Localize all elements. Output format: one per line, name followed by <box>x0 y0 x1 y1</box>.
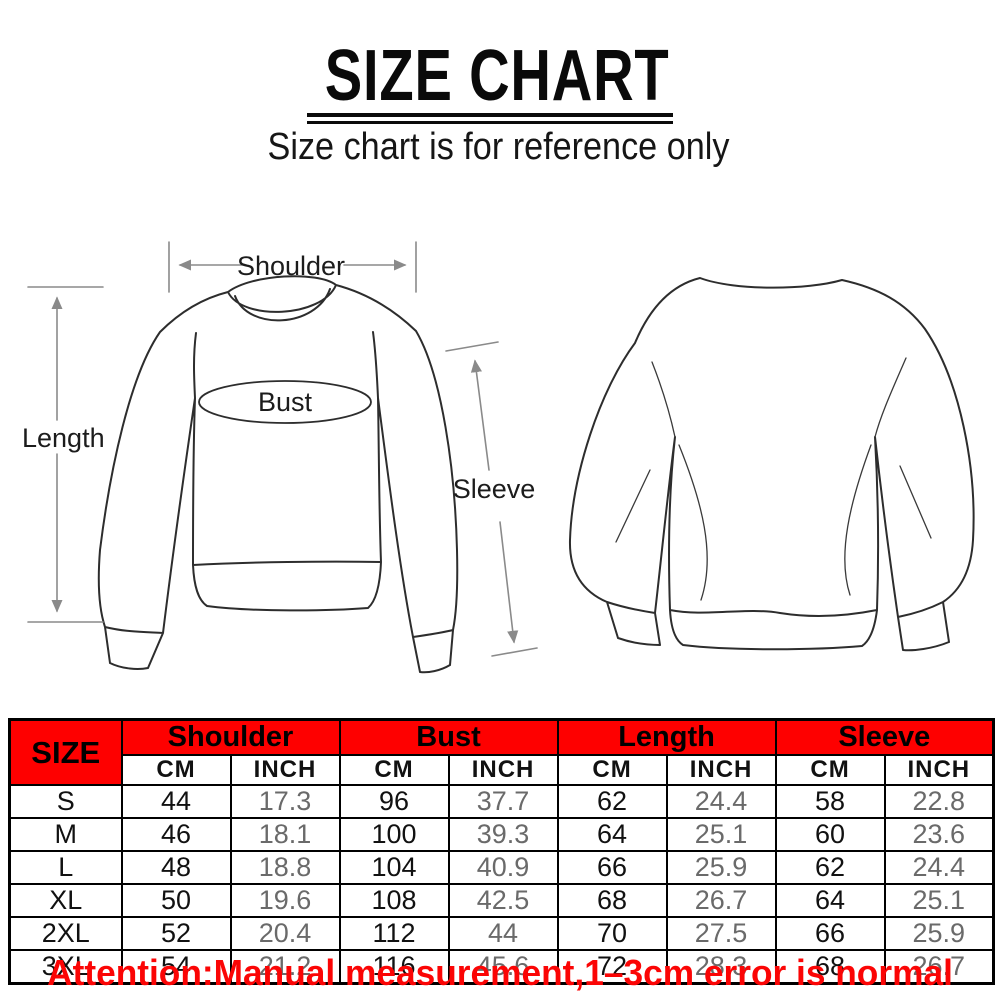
unit-header-inch: INCH <box>447 754 559 786</box>
back-sweater-drawing <box>568 277 975 652</box>
unit-header-cm: CM <box>338 754 450 786</box>
measurement-cell: 25.1 <box>665 817 777 852</box>
measurement-cell: 20.4 <box>229 916 341 951</box>
measurement-cell: 22.8 <box>883 784 995 819</box>
size-chart-table: SIZE Shoulder Bust Length Sleeve CM INCH… <box>8 718 996 985</box>
measurement-cell: 68 <box>556 883 668 918</box>
measurement-cell: 39.3 <box>447 817 559 852</box>
sleeve-measure-arrow <box>445 341 538 657</box>
unit-header-cm: CM <box>556 754 668 786</box>
garment-diagram: Shoulder Bust Length Sleeve <box>22 241 975 674</box>
col-group-shoulder: Shoulder <box>120 718 341 756</box>
page-title: SIZE CHART <box>324 36 670 116</box>
measurement-cell: 64 <box>556 817 668 852</box>
measurement-cell: 54 <box>120 949 232 985</box>
measurement-cell: 48 <box>120 850 232 885</box>
shoulder-measure-arrow <box>168 241 417 293</box>
measurement-cell: 44 <box>120 784 232 819</box>
measurement-cell: 28.3 <box>665 949 777 985</box>
measurement-cell: 62 <box>556 784 668 819</box>
col-group-sleeve: Sleeve <box>774 718 995 756</box>
size-column-header: SIZE <box>8 718 123 786</box>
unit-header-inch: INCH <box>665 754 777 786</box>
measurement-cell: 27.5 <box>665 916 777 951</box>
measurement-cell: 60 <box>774 817 886 852</box>
measurement-cell: 26.7 <box>665 883 777 918</box>
size-label: M <box>8 817 123 852</box>
table-row-3xl: 3XL 54 21.2 116 45.6 72 28.3 68 26.7 <box>8 949 995 985</box>
measurement-cell: 18.8 <box>229 850 341 885</box>
size-label: 3XL <box>8 949 123 985</box>
measurement-cell: 24.4 <box>883 850 995 885</box>
table-units-row: CM INCH CM INCH CM INCH CM INCH <box>10 754 995 786</box>
col-group-bust: Bust <box>338 718 559 756</box>
table-row-m: M 46 18.1 100 39.3 64 25.1 60 23.6 <box>8 817 995 852</box>
table-group-header-row: SIZE Shoulder Bust Length Sleeve <box>8 718 995 786</box>
sleeve-label: Sleeve <box>453 474 536 504</box>
measurement-cell: 116 <box>338 949 450 985</box>
unit-header-inch: INCH <box>229 754 341 786</box>
measurement-cell: 72 <box>556 949 668 985</box>
measurement-cell: 42.5 <box>447 883 559 918</box>
measurement-cell: 64 <box>774 883 886 918</box>
measurement-cell: 40.9 <box>447 850 559 885</box>
measurement-cell: 21.2 <box>229 949 341 985</box>
size-label: L <box>8 850 123 885</box>
title-underline <box>307 113 673 124</box>
measurement-cell: 23.6 <box>883 817 995 852</box>
length-label: Length <box>22 423 105 453</box>
measurement-cell: 96 <box>338 784 450 819</box>
bust-label: Bust <box>258 387 313 417</box>
table-row-l: L 48 18.8 104 40.9 66 25.9 62 24.4 <box>8 850 995 885</box>
measurement-cell: 19.6 <box>229 883 341 918</box>
measurement-cell: 62 <box>774 850 886 885</box>
measurement-cell: 25.9 <box>883 916 995 951</box>
measurement-cell: 25.1 <box>883 883 995 918</box>
measurement-cell: 25.9 <box>665 850 777 885</box>
measurement-cell: 66 <box>556 850 668 885</box>
measurement-cell: 70 <box>556 916 668 951</box>
unit-header-cm: CM <box>774 754 886 786</box>
attention-note: Attention:Manual measurement,1–3cm error… <box>47 952 953 993</box>
page-subtitle: Size chart is for reference only <box>267 126 730 168</box>
measurement-cell: 24.4 <box>665 784 777 819</box>
shoulder-label: Shoulder <box>237 251 345 281</box>
size-label: 2XL <box>8 916 123 951</box>
unit-header-cm: CM <box>120 754 232 786</box>
length-measure-arrow <box>27 286 104 623</box>
size-label: XL <box>8 883 123 918</box>
measurement-cell: 17.3 <box>229 784 341 819</box>
measurement-cell: 26.7 <box>883 949 995 985</box>
table-row-xl: XL 50 19.6 108 42.5 68 26.7 64 25.1 <box>8 883 995 918</box>
measurement-cell: 44 <box>447 916 559 951</box>
measurement-cell: 66 <box>774 916 886 951</box>
measurement-cell: 100 <box>338 817 450 852</box>
measurement-cell: 58 <box>774 784 886 819</box>
measurement-cell: 45.6 <box>447 949 559 985</box>
measurement-cell: 68 <box>774 949 886 985</box>
bust-ellipse <box>198 380 372 424</box>
table-row-2xl: 2XL 52 20.4 112 44 70 27.5 66 25.9 <box>8 916 995 951</box>
measurement-cell: 112 <box>338 916 450 951</box>
measurement-cell: 46 <box>120 817 232 852</box>
measurement-cell: 50 <box>120 883 232 918</box>
size-label: S <box>8 784 123 819</box>
col-group-length: Length <box>556 718 777 756</box>
unit-header-inch: INCH <box>883 754 995 786</box>
measurement-cell: 104 <box>338 850 450 885</box>
table-row-s: S 44 17.3 96 37.7 62 24.4 58 22.8 <box>8 784 995 819</box>
measurement-cell: 37.7 <box>447 784 559 819</box>
front-sweater-drawing <box>97 275 459 674</box>
measurement-cell: 52 <box>120 916 232 951</box>
measurement-cell: 18.1 <box>229 817 341 852</box>
measurement-cell: 108 <box>338 883 450 918</box>
